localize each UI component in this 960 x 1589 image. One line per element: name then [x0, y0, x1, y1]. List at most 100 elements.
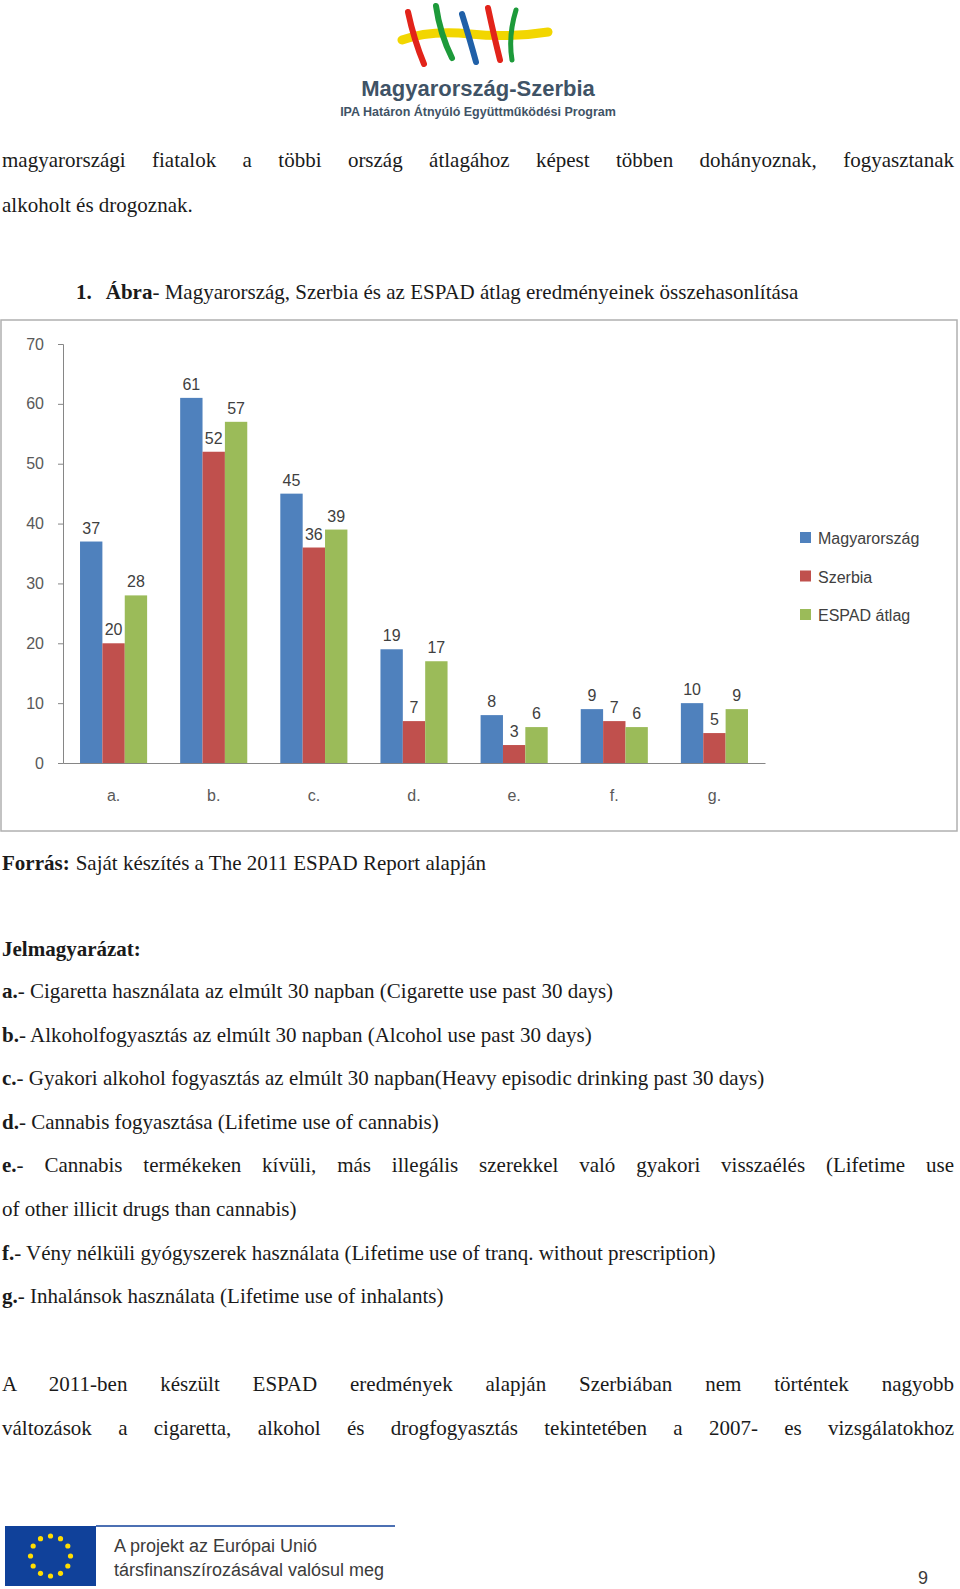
footer-text: társfinanszírozásával valósul meg — [114, 1560, 384, 1580]
bar — [403, 721, 425, 763]
eu-star — [31, 1543, 36, 1548]
bar — [203, 452, 225, 763]
x-tick-label: e. — [507, 787, 520, 804]
key-letter: f. — [2, 1241, 14, 1265]
data-label: 45 — [283, 472, 301, 489]
source-label: Forrás: — [2, 851, 70, 875]
x-axis: a.b.c.d.e.f.g. — [64, 764, 766, 805]
eu-star — [38, 1571, 43, 1576]
footer-graphics — [5, 1526, 395, 1586]
data-label: 39 — [327, 508, 345, 525]
x-tick-label: b. — [207, 787, 220, 804]
legend-swatch — [800, 609, 811, 620]
text-line: alkoholt és drogoznak. — [2, 190, 954, 220]
y-tick-label: 30 — [26, 575, 44, 592]
y-tick-mark — [58, 763, 63, 764]
key-text: - Cannabis fogyasztása (Lifetime use of … — [19, 1110, 439, 1134]
y-tick: 50 — [26, 455, 63, 472]
bar — [325, 530, 347, 763]
data-label: 37 — [82, 520, 100, 537]
y-tick-label: 70 — [26, 336, 44, 353]
y-tick-mark — [58, 524, 63, 525]
x-tick-label: d. — [407, 787, 420, 804]
x-tick: e. — [507, 787, 520, 804]
text-line: Forrás:Saját készítés a The 2011 ESPAD R… — [2, 848, 954, 878]
text-line: Jelmagyarázat: — [2, 934, 954, 964]
x-tick-label: f. — [610, 787, 619, 804]
eu-star — [31, 1563, 36, 1568]
text-line: társfinanszírozásával valósul meg — [114, 1555, 444, 1585]
y-tick-mark — [58, 703, 63, 704]
text-line: változások a cigaretta, alkohol és drogf… — [2, 1413, 954, 1443]
eu-star — [38, 1536, 43, 1541]
logo-mark — [402, 6, 548, 64]
bar — [225, 422, 247, 763]
logo-stroke — [402, 32, 548, 40]
paragraph-line: változások a cigaretta, alkohol és drogf… — [2, 1416, 954, 1440]
data-labels: 376145198910205236737528573917669 — [82, 376, 741, 740]
key-text: - Inhalánsok használata (Lifetime use of… — [18, 1284, 444, 1308]
legend: MagyarországSzerbiaESPAD átlag — [800, 530, 919, 624]
figure-number: 1. — [76, 280, 92, 304]
bar — [380, 649, 402, 763]
data-label: 61 — [182, 376, 200, 393]
bar — [681, 703, 703, 763]
bar — [503, 745, 525, 763]
text-line: A projekt az Európai Unió — [114, 1531, 444, 1561]
legend-label: Szerbia — [818, 569, 872, 586]
bar — [603, 721, 625, 763]
bar — [625, 727, 647, 763]
bar — [425, 661, 447, 763]
y-tick-mark — [58, 464, 63, 465]
key-text: - Gyakori alkohol fogyasztás az elmúlt 3… — [17, 1066, 765, 1090]
footer-text: A projekt az Európai Unió — [114, 1536, 317, 1556]
legend-swatch — [800, 571, 811, 582]
key-letter: b. — [2, 1023, 19, 1047]
bar — [581, 709, 603, 763]
bar — [80, 542, 102, 763]
logo-stroke — [488, 8, 500, 60]
y-tick-label: 60 — [26, 395, 44, 412]
key-letter: e. — [2, 1153, 17, 1177]
paragraph-line: magyarországi fiatalok a többi ország át… — [2, 148, 954, 172]
bar — [102, 643, 124, 763]
bar — [180, 398, 202, 763]
data-label: 5 — [710, 711, 719, 728]
eu-star — [48, 1533, 53, 1538]
paragraph-line: alkoholt és drogoznak. — [2, 193, 193, 217]
key-text: - Vény nélküli gyógyszerek használata (L… — [14, 1241, 715, 1265]
key-letter: c. — [2, 1066, 17, 1090]
y-tick-label: 0 — [35, 755, 44, 772]
data-label: 19 — [383, 627, 401, 644]
x-tick: b. — [207, 787, 220, 804]
bar — [303, 548, 325, 763]
y-tick-mark — [58, 344, 63, 345]
logo-subtitle: IPA Határon Átnyúló Együttműködési Progr… — [340, 104, 616, 119]
bar — [703, 733, 725, 763]
bar — [726, 709, 748, 763]
data-label: 6 — [532, 705, 541, 722]
source-text: Saját készítés a The 2011 ESPAD Report a… — [76, 851, 486, 875]
text-line: d.- Cannabis fogyasztása (Lifetime use o… — [2, 1107, 954, 1137]
logo-stroke — [511, 10, 516, 60]
y-tick-label: 10 — [26, 695, 44, 712]
data-label: 7 — [410, 699, 419, 716]
page: Magyarország-SzerbiaIPA Határon Átnyúló … — [0, 0, 960, 1589]
x-tick: f. — [610, 787, 619, 804]
eu-star — [65, 1563, 70, 1568]
y-tick: 10 — [26, 695, 63, 712]
data-label: 6 — [632, 705, 641, 722]
y-tick: 20 — [26, 635, 63, 652]
y-tick-mark — [58, 404, 63, 405]
y-tick-label: 50 — [26, 455, 44, 472]
y-tick: 0 — [35, 755, 63, 772]
data-label: 20 — [105, 621, 123, 638]
data-label: 36 — [305, 526, 323, 543]
logo-stroke — [436, 6, 452, 58]
bar — [481, 715, 503, 763]
text-line: 9 — [918, 1563, 948, 1589]
logo-stroke — [462, 14, 476, 62]
y-axis-line — [58, 345, 64, 764]
key-letter: g. — [2, 1284, 18, 1308]
text-line: magyarországi fiatalok a többi ország át… — [2, 145, 954, 175]
